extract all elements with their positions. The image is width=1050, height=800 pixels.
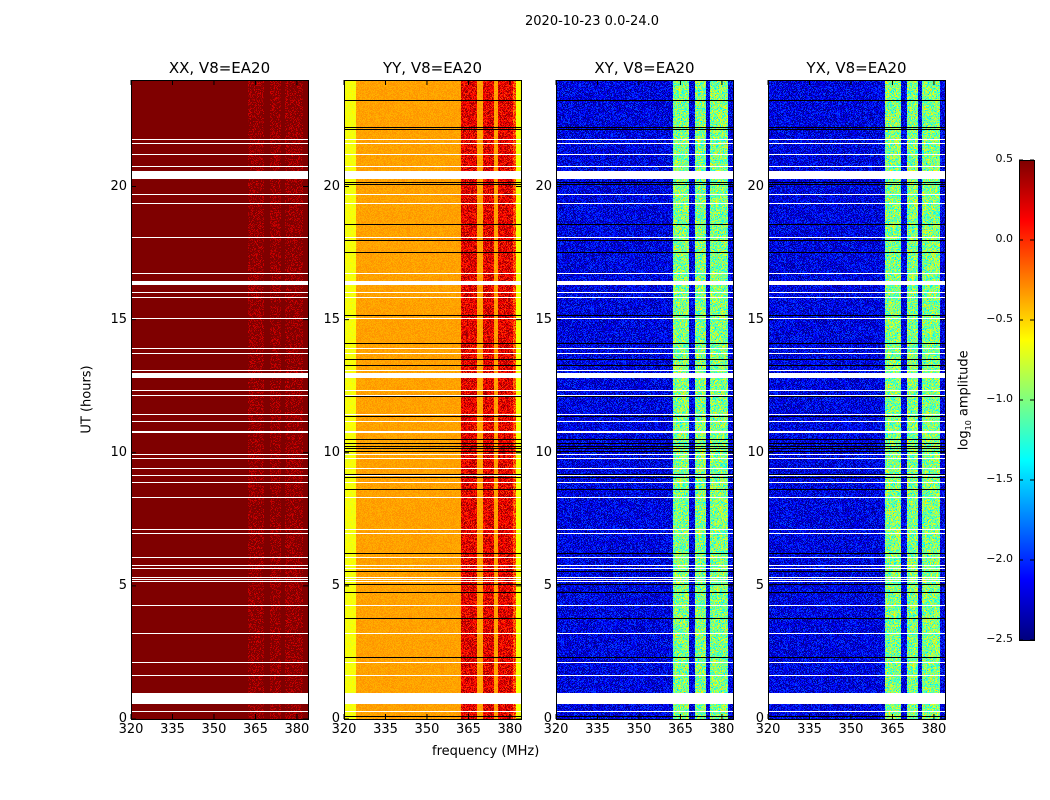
colorbar-tick-label: −0.5: [986, 312, 1013, 325]
heatmap-panel-4: [768, 80, 945, 719]
x-axis-label: frequency (MHz): [432, 744, 540, 759]
panel-title: XX, V8=EA20: [168, 59, 271, 77]
y-tick-label: 10: [110, 444, 127, 460]
x-tick-label: 350: [626, 722, 652, 737]
colorbar-tick-label: 0.5: [995, 152, 1014, 165]
heatmap-panel-3: [556, 80, 733, 719]
heatmap-panel-2: [344, 80, 521, 719]
x-tick-label: 365: [456, 722, 481, 737]
x-tick-label: 380: [921, 722, 947, 737]
y-tick-label: 5: [331, 577, 340, 593]
y-tick-label: 5: [755, 577, 764, 593]
y-tick-label: 20: [110, 178, 127, 194]
colorbar-tick-label: −1.5: [986, 472, 1013, 485]
y-tick-label: 15: [323, 311, 340, 327]
x-tick-label: 335: [373, 722, 398, 737]
y-tick-label: 0: [118, 711, 127, 726]
x-tick-label: 350: [201, 722, 227, 737]
x-tick-label: 380: [284, 722, 310, 737]
x-tick-label: 335: [797, 722, 822, 737]
x-tick-label: 350: [414, 722, 440, 737]
x-tick-label: 350: [838, 722, 864, 737]
panel-frame-2: [344, 80, 522, 720]
x-tick-label: 365: [243, 722, 268, 737]
x-tick-label: 320: [331, 722, 357, 737]
colorbar-tick-label: 0.0: [995, 232, 1014, 245]
x-tick-label: 380: [709, 722, 735, 737]
x-tick-label: 320: [543, 722, 569, 737]
y-tick-label: 10: [535, 444, 552, 460]
panel-title: XY, V8=EA20: [594, 59, 695, 77]
y-tick-label: 5: [118, 577, 127, 593]
y-tick-label: 15: [110, 311, 127, 327]
colorbar-tick-label: −1.0: [986, 392, 1013, 405]
colorbar-tick-label: −2.0: [986, 552, 1013, 565]
y-tick-label: 15: [747, 311, 764, 327]
y-tick-label: 20: [535, 178, 552, 194]
panel-title: YX, V8=EA20: [806, 59, 907, 77]
x-tick-label: 335: [585, 722, 610, 737]
x-tick-label: 320: [118, 722, 144, 737]
x-tick-label: 335: [160, 722, 185, 737]
panel-frame-3: [556, 80, 734, 720]
colorbar-tick-label: −2.5: [986, 632, 1013, 645]
figure-suptitle: 2020-10-23 0.0-24.0: [525, 14, 659, 29]
heatmap-panel-1: [131, 80, 308, 719]
y-tick-label: 20: [747, 178, 764, 194]
y-tick-label: 15: [535, 311, 552, 327]
y-tick-label: 0: [331, 711, 340, 726]
y-tick-label: 10: [323, 444, 340, 460]
x-tick-label: 380: [497, 722, 523, 737]
panel-frame-4: [768, 80, 946, 720]
x-tick-label: 365: [668, 722, 693, 737]
x-tick-label: 320: [755, 722, 781, 737]
panel-frame-1: [131, 80, 309, 720]
panel-title: YY, V8=EA20: [382, 59, 483, 77]
y-tick-label: 5: [543, 577, 552, 593]
y-tick-label: 0: [543, 711, 552, 726]
y-tick-label: 0: [755, 711, 764, 726]
colorbar: [1019, 160, 1034, 640]
x-tick-label: 365: [880, 722, 905, 737]
y-tick-label: 20: [323, 178, 340, 194]
y-tick-label: 10: [747, 444, 764, 460]
